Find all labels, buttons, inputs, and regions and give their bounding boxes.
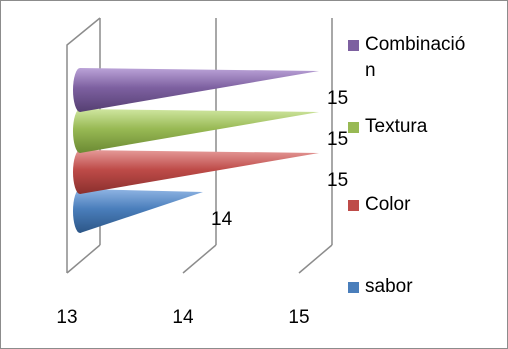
legend-item-textura: Textura xyxy=(348,114,495,140)
floor-line-13 xyxy=(66,244,101,274)
floor-line-15 xyxy=(298,244,333,274)
x-tick-15: 15 xyxy=(288,307,309,328)
data-label-3: 15 xyxy=(327,88,348,109)
legend-swatch-combinacion xyxy=(348,40,359,51)
cone-body-3 xyxy=(80,68,319,112)
legend-swatch-color xyxy=(348,200,359,211)
cone-body-1 xyxy=(80,150,319,194)
floor-line-14 xyxy=(182,244,217,274)
legend-swatch-textura xyxy=(348,122,359,133)
cone-series xyxy=(73,68,319,233)
cone-base-2 xyxy=(73,109,87,153)
cone-base-1 xyxy=(73,150,87,194)
cone-base-3 xyxy=(73,68,87,112)
legend-label-sabor: sabor xyxy=(365,276,413,297)
cone-base-0 xyxy=(73,189,87,233)
data-label-1: 15 xyxy=(327,170,348,191)
data-labels: 14 15 15 15 xyxy=(211,88,348,230)
x-tick-13: 13 xyxy=(56,307,77,328)
x-tick-14: 14 xyxy=(172,307,194,328)
side-wall xyxy=(66,17,101,273)
x-axis-ticks: 13 14 15 xyxy=(56,307,309,328)
legend-item-combinacion: Combinació n xyxy=(348,32,495,84)
legend-label-combinacion: Combinació n xyxy=(365,34,466,81)
legend: Combinació n Textura Color sabor xyxy=(330,0,508,349)
cone-2 xyxy=(73,109,319,153)
data-label-0: 14 xyxy=(211,209,233,230)
legend-item-color: Color xyxy=(348,192,495,218)
cone-body-2 xyxy=(80,109,319,153)
legend-label-color: Color xyxy=(365,194,411,215)
cone-3 xyxy=(73,68,319,112)
cone-body-0 xyxy=(80,189,203,233)
legend-swatch-sabor xyxy=(348,282,359,293)
cone-1 xyxy=(73,150,319,194)
legend-item-sabor: sabor xyxy=(348,274,495,300)
cone-0 xyxy=(73,189,203,233)
legend-label-textura: Textura xyxy=(365,116,428,137)
data-label-2: 15 xyxy=(327,129,348,150)
